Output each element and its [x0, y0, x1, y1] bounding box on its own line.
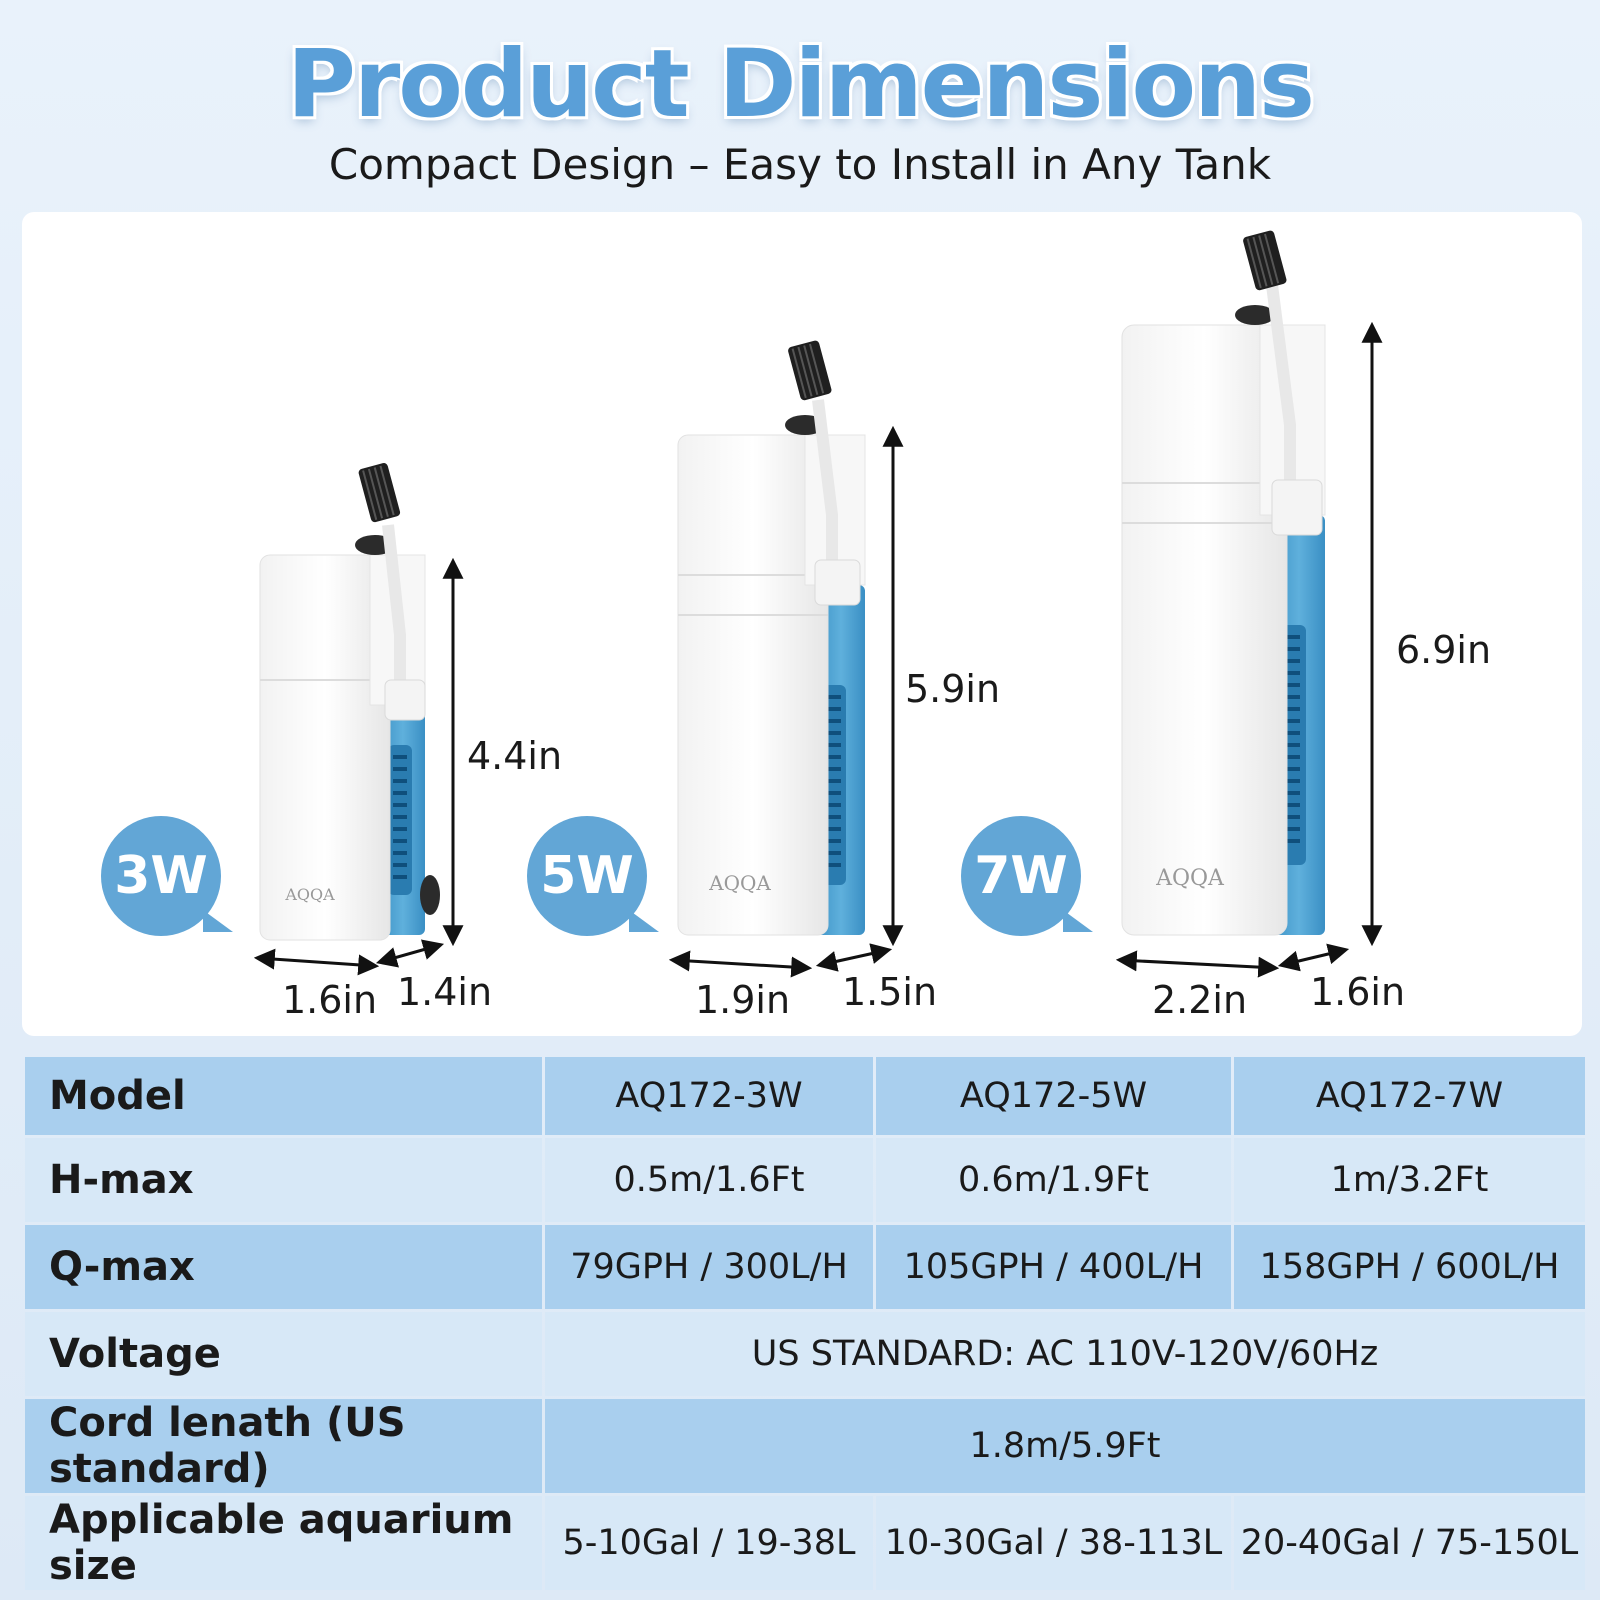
spec-label: Q-max [25, 1225, 542, 1309]
spec-cell: 20-40Gal / 75-150L [1234, 1496, 1585, 1590]
spec-row-hmax: H-max 0.5m/1.6Ft 0.6m/1.9Ft 1m/3.2Ft [25, 1138, 1585, 1222]
spec-cell: 10-30Gal / 38-113L [876, 1496, 1231, 1590]
depth-label-7w: 1.6in [1310, 970, 1406, 1014]
spec-cell: 79GPH / 300L/H [545, 1225, 873, 1309]
spec-row-voltage: Voltage US STANDARD: AC 110V-120V/60Hz [25, 1312, 1585, 1396]
spec-cell: 1m/3.2Ft [1234, 1138, 1585, 1222]
svg-text:AQQA: AQQA [708, 871, 771, 895]
spec-label: Voltage [25, 1312, 542, 1396]
pump-7w-illustration: AQQA [1121, 230, 1326, 936]
pump-3w-illustration: AQQA [259, 463, 440, 941]
spec-cell: 5-10Gal / 19-38L [545, 1496, 873, 1590]
spec-cell: AQ172-5W [876, 1057, 1231, 1135]
spec-label: Cord lenath (US standard) [25, 1399, 542, 1493]
badge-3w: 3W [101, 816, 233, 936]
width-label-3w: 1.6in [282, 978, 378, 1022]
spec-label: Applicable aquarium size [25, 1496, 542, 1590]
spec-row-cord-length: Cord lenath (US standard) 1.8m/5.9Ft [25, 1399, 1585, 1493]
spec-row-aquarium-size: Applicable aquarium size 5-10Gal / 19-38… [25, 1496, 1585, 1590]
pump-5w-illustration: AQQA [677, 340, 866, 936]
height-label-7w: 6.9in [1396, 628, 1492, 672]
depth-label-5w: 1.5in [842, 970, 938, 1014]
spec-cell: 0.5m/1.6Ft [545, 1138, 873, 1222]
width-label-7w: 2.2in [1152, 978, 1248, 1022]
svg-text:AQQA: AQQA [1155, 866, 1225, 891]
spec-cell: AQ172-7W [1234, 1057, 1585, 1135]
dimension-arrows [253, 321, 1383, 978]
spec-cell: US STANDARD: AC 110V-120V/60Hz [545, 1312, 1585, 1396]
spec-cell: AQ172-3W [545, 1057, 873, 1135]
spec-label: H-max [25, 1138, 542, 1222]
spec-cell: 0.6m/1.9Ft [876, 1138, 1231, 1222]
height-label-5w: 5.9in [905, 667, 1001, 711]
spec-cell: 105GPH / 400L/H [876, 1225, 1231, 1309]
spec-label: Model [25, 1057, 542, 1135]
spec-cell: 1.8m/5.9Ft [545, 1399, 1585, 1493]
badge-7w: 7W [961, 816, 1093, 936]
svg-text:AQQA: AQQA [284, 885, 335, 904]
spec-row-qmax: Q-max 79GPH / 300L/H 105GPH / 400L/H 158… [25, 1225, 1585, 1309]
spec-row-model: Model AQ172-3W AQ172-5W AQ172-7W [25, 1057, 1585, 1135]
spec-table: Model AQ172-3W AQ172-5W AQ172-7W H-max 0… [22, 1054, 1588, 1593]
height-label-3w: 4.4in [467, 734, 563, 778]
width-label-5w: 1.9in [695, 978, 791, 1022]
page-title: Product Dimensions [287, 30, 1315, 139]
page-subtitle: Compact Design – Easy to Install in Any … [328, 140, 1272, 189]
spec-cell: 158GPH / 600L/H [1234, 1225, 1585, 1309]
depth-label-3w: 1.4in [397, 970, 493, 1014]
badge-5w: 5W [527, 816, 659, 936]
